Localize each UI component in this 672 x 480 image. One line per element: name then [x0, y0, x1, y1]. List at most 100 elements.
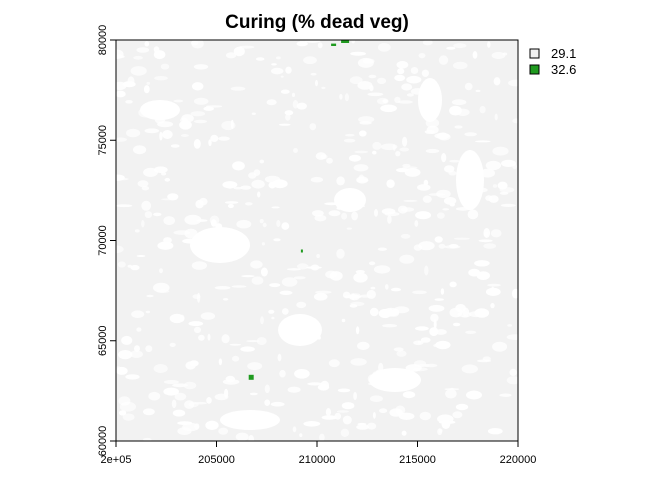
- raster-gap: [359, 130, 367, 137]
- raster-gap: [506, 376, 518, 385]
- raster-gap: [136, 47, 150, 53]
- raster-gap: [341, 212, 348, 220]
- raster-gap: [153, 282, 170, 293]
- raster-gap: [351, 211, 358, 221]
- raster-gap: [316, 253, 320, 259]
- raster-gap: [418, 53, 426, 59]
- y-axis: 60000 65000 70000 75000 80000: [97, 25, 116, 456]
- raster-gap: [248, 172, 257, 179]
- raster-gap: [164, 177, 171, 182]
- raster-gap: [143, 85, 150, 94]
- raster-gap: [172, 409, 186, 417]
- raster-gap: [214, 286, 231, 290]
- raster-gap: [359, 294, 372, 298]
- raster-gap: [264, 399, 271, 407]
- raster-gap: [350, 51, 366, 56]
- raster-gap: [341, 318, 346, 323]
- raster-gap: [377, 97, 389, 105]
- raster-gap: [492, 184, 498, 188]
- raster-gap: [402, 391, 416, 399]
- raster-gap: [346, 227, 352, 230]
- raster-gap: [401, 83, 413, 91]
- raster-gap: [173, 99, 184, 103]
- raster-gap: [171, 399, 177, 409]
- raster-gap: [340, 428, 350, 437]
- raster-gap: [285, 113, 291, 121]
- raster-gap: [478, 310, 484, 316]
- raster-gap: [271, 206, 280, 209]
- raster-gap: [336, 410, 349, 413]
- raster-gap: [390, 287, 402, 292]
- high-value-patch: [248, 374, 254, 380]
- raster-gap: [280, 75, 284, 78]
- raster-gap: [492, 146, 509, 156]
- raster-gap: [281, 277, 298, 287]
- raster-gap: [227, 203, 234, 209]
- raster-gap: [438, 243, 446, 249]
- raster-gap: [353, 272, 368, 283]
- raster-gap: [315, 79, 318, 87]
- raster-gap: [174, 392, 187, 401]
- y-tick-label: 80000: [97, 25, 109, 56]
- raster-gap: [247, 362, 263, 371]
- raster-gap: [131, 310, 145, 319]
- raster-gap: [377, 43, 391, 52]
- raster-gap: [415, 326, 429, 331]
- raster-gap: [218, 358, 223, 366]
- raster-gap: [296, 301, 307, 309]
- raster-gap: [465, 330, 477, 334]
- raster-gap: [367, 422, 377, 430]
- raster-gap: [162, 130, 173, 139]
- raster-gap: [453, 43, 467, 49]
- raster-gap: [393, 347, 404, 352]
- raster-gap: [154, 76, 168, 81]
- raster-gap: [144, 128, 160, 134]
- x-tick-label: 210000: [299, 454, 336, 466]
- raster-gap: [434, 132, 450, 139]
- raster-gap: [436, 189, 451, 199]
- raster-gap: [281, 222, 290, 230]
- raster-gap: [198, 334, 205, 341]
- raster-gap: [271, 63, 277, 66]
- raster-gap: [382, 324, 398, 328]
- raster-gap: [444, 165, 455, 173]
- raster-gap: [180, 134, 189, 137]
- raster-gap: [271, 67, 284, 75]
- raster-gap: [225, 52, 237, 59]
- raster-gap: [429, 327, 439, 337]
- raster-gap: [130, 264, 140, 271]
- raster-gap: [397, 100, 413, 104]
- raster-gap: [251, 179, 265, 189]
- raster-gap: [348, 154, 361, 162]
- raster-gap: [262, 222, 267, 228]
- raster-gap: [294, 369, 310, 379]
- raster-gap: [297, 263, 309, 270]
- raster-gap: [287, 386, 301, 393]
- raster-gap: [500, 203, 516, 207]
- raster-gap: [342, 415, 352, 425]
- raster-gap: [146, 294, 154, 298]
- raster-gap: [271, 316, 275, 320]
- raster-gap: [222, 379, 240, 385]
- raster-gap: [437, 212, 445, 219]
- legend: 29.132.6: [529, 46, 576, 77]
- raster-gap: [501, 159, 516, 167]
- raster-gap: [434, 236, 443, 243]
- raster-gap: [130, 350, 143, 359]
- raster-gap: [232, 161, 245, 171]
- raster-gap: [200, 312, 216, 320]
- raster-gap: [193, 64, 209, 70]
- raster-gap: [218, 427, 229, 435]
- raster-gap: [461, 364, 478, 374]
- raster-gap: [350, 301, 365, 307]
- raster-gap: [116, 81, 127, 91]
- raster-gap: [232, 355, 240, 362]
- raster-gap: [492, 341, 508, 352]
- raster-gap: [238, 45, 255, 49]
- y-tick-label: 70000: [97, 225, 109, 256]
- raster-gap: [418, 78, 442, 122]
- raster-gap: [373, 265, 391, 274]
- raster-gap: [276, 220, 281, 227]
- raster-gap: [482, 356, 491, 362]
- raster-gap: [220, 410, 280, 430]
